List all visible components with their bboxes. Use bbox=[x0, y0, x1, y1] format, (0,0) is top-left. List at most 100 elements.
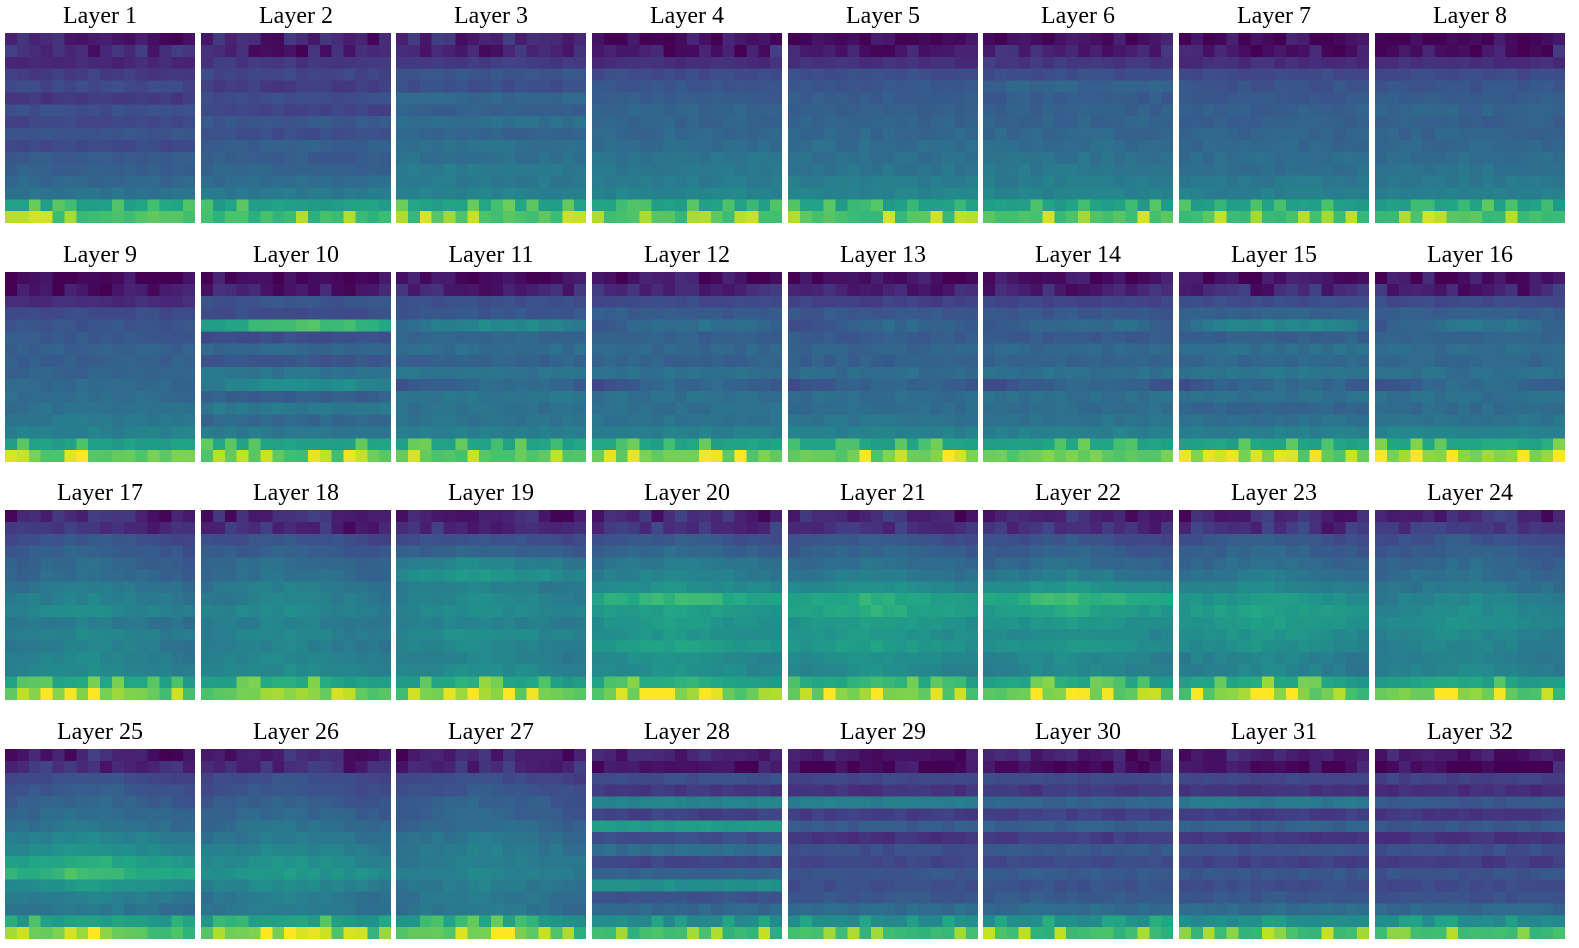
heatmap-cell bbox=[88, 688, 101, 700]
heatmap-cell bbox=[550, 33, 563, 46]
heatmap-cell bbox=[550, 211, 563, 223]
heatmap-cell bbox=[1179, 187, 1192, 200]
heatmap-cell bbox=[307, 116, 321, 129]
heatmap-cell bbox=[224, 307, 237, 320]
heatmap-cell bbox=[1274, 151, 1287, 164]
heatmap-cell bbox=[443, 640, 456, 653]
heatmap-cell bbox=[147, 128, 160, 141]
heatmap-cell bbox=[1541, 319, 1554, 332]
heatmap-cell bbox=[16, 355, 30, 368]
heatmap-cell bbox=[550, 319, 563, 332]
heatmap-cell bbox=[651, 80, 664, 93]
heatmap-cell bbox=[76, 688, 89, 700]
heatmap-cell bbox=[811, 187, 824, 200]
heatmap-cell bbox=[331, 128, 344, 141]
heatmap-cell bbox=[574, 628, 586, 641]
heatmap-cell bbox=[663, 211, 676, 223]
heatmap-cell bbox=[407, 272, 421, 285]
heatmap-cell bbox=[1541, 199, 1554, 212]
heatmap-cell bbox=[419, 664, 432, 677]
heatmap-cell bbox=[455, 521, 468, 535]
heatmap-cell bbox=[64, 557, 77, 570]
heatmap-cell bbox=[799, 199, 813, 212]
heatmap-cell bbox=[236, 175, 249, 188]
heatmap-cell bbox=[1113, 199, 1126, 212]
heatmap-cell bbox=[526, 510, 539, 523]
heatmap-cell bbox=[455, 44, 468, 58]
heatmap-cell bbox=[799, 355, 813, 368]
heatmap-cell bbox=[1309, 68, 1322, 81]
heatmap-cell bbox=[28, 175, 41, 188]
heatmap-cell bbox=[734, 521, 747, 535]
heatmap-cell bbox=[859, 272, 872, 285]
heatmap-cell bbox=[159, 80, 172, 93]
heatmap-cell bbox=[1297, 151, 1310, 164]
heatmap-cell bbox=[419, 510, 432, 523]
heatmap-cell bbox=[811, 402, 824, 415]
heatmap-cell bbox=[1321, 272, 1334, 285]
heatmap-cell bbox=[1309, 199, 1322, 212]
heatmap-cell bbox=[355, 151, 368, 164]
heatmap-cell bbox=[1149, 44, 1162, 58]
heatmap-cell bbox=[1386, 331, 1400, 344]
heatmap-cell bbox=[1030, 199, 1043, 212]
heatmap-cell bbox=[379, 640, 391, 653]
heatmap-cell bbox=[710, 80, 723, 93]
heatmap-cell bbox=[1386, 367, 1400, 380]
heatmap-cell bbox=[1262, 343, 1275, 356]
heatmap-cell bbox=[526, 450, 539, 462]
heatmap-cell bbox=[272, 319, 285, 332]
heatmap-cell bbox=[918, 128, 931, 141]
heatmap-cell bbox=[1309, 128, 1322, 141]
heatmap-cell bbox=[1113, 319, 1126, 332]
heatmap-cell bbox=[1517, 139, 1530, 153]
heatmap-cell bbox=[319, 652, 332, 665]
heatmap-cell bbox=[28, 283, 41, 297]
heatmap-cell bbox=[272, 664, 285, 677]
heatmap-cell bbox=[407, 163, 421, 176]
heatmap-cell bbox=[343, 367, 356, 380]
heatmap-cell bbox=[159, 628, 172, 641]
heatmap-cell bbox=[396, 128, 409, 141]
heatmap-cell bbox=[135, 450, 148, 462]
heatmap-cell bbox=[1285, 187, 1299, 200]
heatmap-cell bbox=[746, 331, 759, 344]
heatmap-cell bbox=[260, 56, 273, 69]
heatmap-cell bbox=[407, 616, 421, 630]
heatmap-cell bbox=[811, 68, 824, 81]
heatmap-cell bbox=[343, 128, 356, 141]
heatmap-cell bbox=[407, 581, 421, 594]
heatmap-cell bbox=[479, 510, 492, 523]
heatmap-cell bbox=[1238, 450, 1251, 462]
heatmap-cell bbox=[40, 581, 53, 594]
heatmap-cell bbox=[1125, 92, 1138, 105]
heatmap-cell bbox=[467, 545, 480, 558]
heatmap-cell bbox=[52, 151, 65, 164]
heatmap-cell bbox=[491, 510, 504, 523]
heatmap-cell bbox=[1481, 390, 1495, 403]
heatmap-cell bbox=[1553, 378, 1565, 392]
heatmap-cell bbox=[171, 92, 184, 105]
heatmap-cell bbox=[1250, 44, 1263, 58]
heatmap-cell bbox=[770, 426, 782, 439]
heatmap-cell bbox=[1113, 355, 1126, 368]
heatmap-cell bbox=[1422, 414, 1435, 427]
heatmap-cell bbox=[1226, 80, 1239, 93]
heatmap-cell bbox=[248, 593, 261, 606]
heatmap-cell bbox=[615, 402, 628, 415]
heatmap-cell bbox=[407, 438, 421, 451]
heatmap-cell bbox=[236, 390, 249, 403]
heatmap-cell bbox=[491, 116, 504, 129]
heatmap-cell bbox=[930, 272, 943, 285]
heatmap-cell bbox=[407, 80, 421, 93]
heatmap-cell bbox=[1410, 104, 1423, 117]
heatmap-cell bbox=[236, 319, 249, 332]
heatmap-cell bbox=[562, 116, 575, 129]
heatmap-cell bbox=[847, 307, 860, 320]
heatmap-cell bbox=[811, 199, 824, 212]
heatmap-cell bbox=[859, 151, 872, 164]
heatmap-cell bbox=[147, 163, 160, 176]
heatmap-cell bbox=[746, 414, 759, 427]
heatmap-cell bbox=[1125, 343, 1138, 356]
